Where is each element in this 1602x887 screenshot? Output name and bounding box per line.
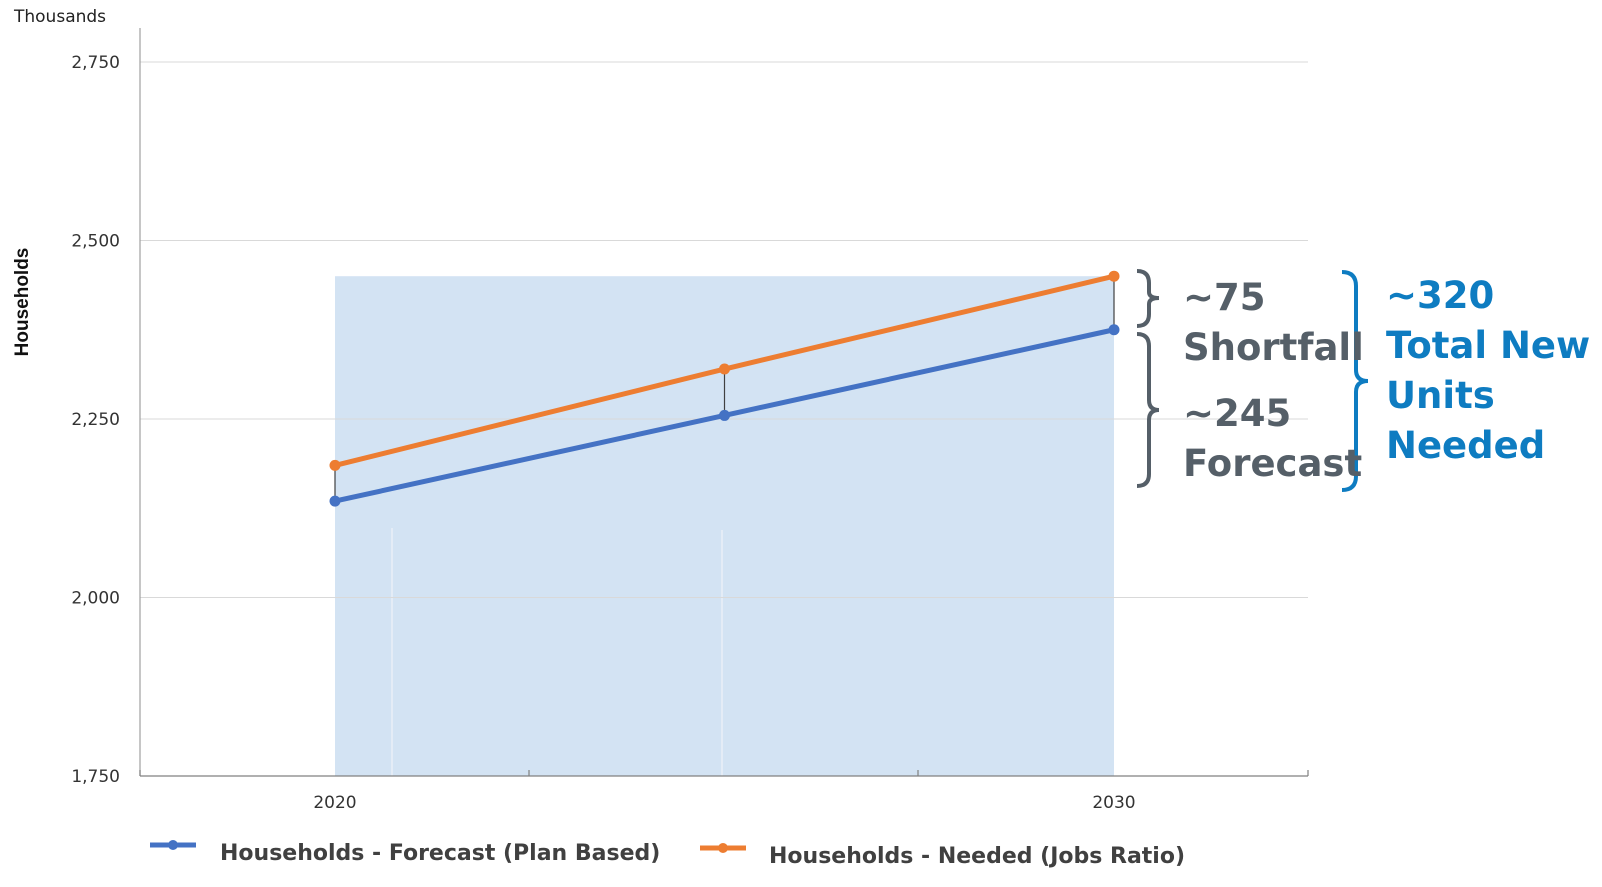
legend-marker-forecast — [168, 840, 178, 850]
shortfall-value: ~75 — [1183, 276, 1266, 319]
difference-lines — [334, 276, 1115, 502]
x-tick-labels: 2020 2030 — [313, 793, 1135, 813]
data-point-needed — [719, 363, 730, 375]
forecast-bracket — [1136, 332, 1160, 488]
shortfall-label: Shortfall — [1183, 326, 1364, 369]
grid-layer — [140, 61, 1308, 598]
data-point-needed — [329, 459, 341, 471]
y-tick-label: 2,250 — [71, 410, 120, 430]
x-tick-label: 2030 — [1092, 793, 1135, 813]
total-label-line1: Total New — [1386, 324, 1590, 367]
y-tick-label: 2,500 — [71, 232, 120, 252]
shortfall-bracket — [1136, 269, 1160, 328]
y-axis-label: Households — [12, 248, 33, 357]
legend-marker-needed — [718, 843, 728, 853]
x-tick-label: 2020 — [313, 793, 356, 813]
legend: Households - Forecast (Plan Based) House… — [150, 840, 1185, 869]
shaded-region-layer — [335, 276, 1114, 776]
data-point-forecast — [719, 409, 730, 421]
forecast-value: ~245 — [1183, 392, 1291, 435]
y-tick-labels: 1,750 2,000 2,250 2,500 2,750 — [71, 53, 120, 787]
forecast-label: Forecast — [1183, 442, 1362, 485]
data-point-forecast — [329, 495, 341, 507]
data-point-needed — [1108, 270, 1120, 282]
y-tick-label: 2,750 — [71, 53, 120, 73]
axes-layer — [139, 28, 1309, 777]
total-label-line2: Units — [1386, 374, 1495, 417]
y-tick-label: 1,750 — [71, 767, 120, 787]
unit-label: Thousands — [13, 7, 106, 27]
legend-label-needed: Households - Needed (Jobs Ratio) — [769, 844, 1185, 869]
total-label-line3: Needed — [1386, 424, 1545, 467]
total-value: ~320 — [1386, 274, 1494, 317]
legend-label-forecast: Households - Forecast (Plan Based) — [220, 841, 660, 866]
series-layer — [329, 270, 1120, 507]
shaded-region — [335, 276, 1114, 776]
data-point-forecast — [1108, 324, 1120, 336]
y-tick-label: 2,000 — [71, 589, 120, 609]
total-bracket — [1341, 270, 1369, 492]
